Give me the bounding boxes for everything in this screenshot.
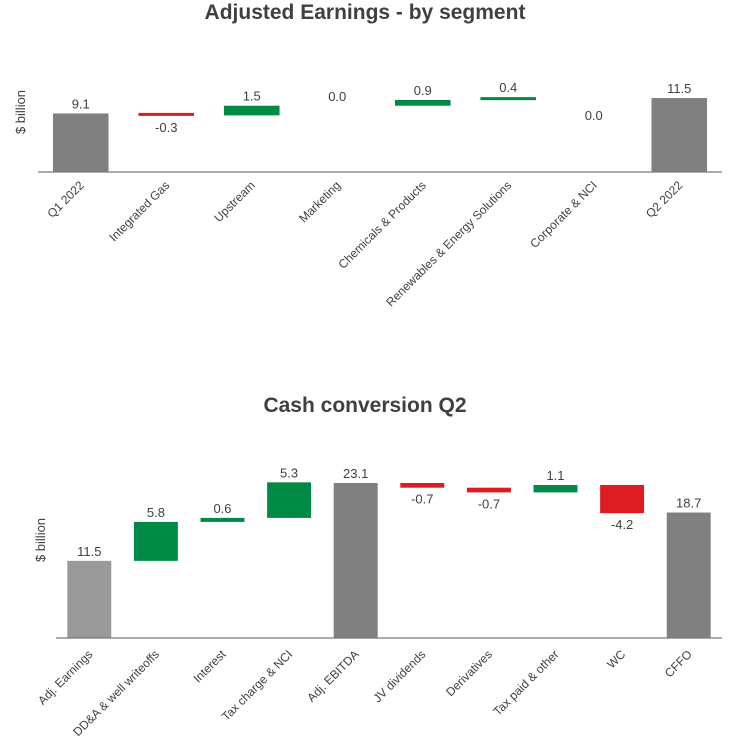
bar-interest bbox=[200, 517, 245, 522]
bar-tax-paid-other bbox=[533, 485, 578, 493]
bar-wc bbox=[600, 485, 645, 514]
value-label-derivatives: -0.7 bbox=[478, 496, 500, 511]
value-label-wc: -4.2 bbox=[611, 517, 633, 532]
value-label-dd-a-well-writeoffs: 5.8 bbox=[147, 505, 165, 520]
value-label-adj-earnings: 11.5 bbox=[77, 544, 101, 559]
category-label-jv-dividends: JV dividends bbox=[370, 647, 428, 705]
category-label-interest: Interest bbox=[190, 647, 229, 686]
bar-q1-2022 bbox=[52, 113, 109, 172]
bar-dd-a-well-writeoffs bbox=[133, 521, 178, 561]
bar-renewables-energy-solutions bbox=[480, 97, 537, 101]
bar-cffo bbox=[666, 512, 711, 638]
category-label-derivatives: Derivatives bbox=[443, 647, 495, 699]
bar-chemicals-products bbox=[394, 99, 451, 106]
category-label-cffo: CFFO bbox=[662, 647, 695, 680]
bar-tax-charge-nci bbox=[267, 482, 312, 518]
value-label-integrated-gas: -0.3 bbox=[155, 120, 177, 135]
value-label-q2-2022: 11.5 bbox=[667, 81, 691, 96]
value-label-chemicals-products: 0.9 bbox=[414, 83, 432, 98]
value-label-jv-dividends: -0.7 bbox=[411, 492, 433, 507]
category-label-wc: WC bbox=[604, 647, 628, 671]
y-axis-label: $ billion bbox=[13, 90, 28, 134]
value-label-interest: 0.6 bbox=[213, 501, 231, 516]
bar-integrated-gas bbox=[138, 112, 195, 116]
bar-jv-dividends bbox=[400, 483, 445, 488]
value-label-cffo: 18.7 bbox=[676, 496, 701, 511]
value-label-marketing: 0.0 bbox=[328, 89, 346, 104]
bar-adj-earnings bbox=[67, 560, 112, 638]
category-label-tax-charge-nci: Tax charge & NCI bbox=[219, 647, 295, 723]
chart-2-title: Cash conversion Q2 bbox=[263, 394, 467, 417]
value-label-q1-2022: 9.1 bbox=[72, 96, 90, 111]
value-label-tax-charge-nci: 5.3 bbox=[280, 465, 298, 480]
value-label-adj-ebitda: 23.1 bbox=[343, 466, 368, 481]
category-label-adj-earnings: Adj. Earnings bbox=[35, 647, 95, 707]
y-axis-label: $ billion bbox=[33, 518, 48, 562]
bar-q2-2022 bbox=[651, 98, 708, 172]
bar-upstream bbox=[223, 105, 280, 116]
category-label-tax-paid-other: Tax paid & other bbox=[490, 647, 561, 718]
value-label-upstream: 1.5 bbox=[243, 89, 261, 104]
bar-adj-ebitda bbox=[333, 483, 378, 638]
chart-1-title: Adjusted Earnings - by segment bbox=[204, 1, 526, 24]
value-label-renewables-energy-solutions: 0.4 bbox=[499, 80, 517, 95]
value-label-corporate-nci: 0.0 bbox=[585, 108, 603, 123]
category-label-adj-ebitda: Adj. EBITDA bbox=[304, 647, 362, 705]
value-label-tax-paid-other: 1.1 bbox=[546, 468, 564, 483]
bar-derivatives bbox=[466, 487, 511, 493]
